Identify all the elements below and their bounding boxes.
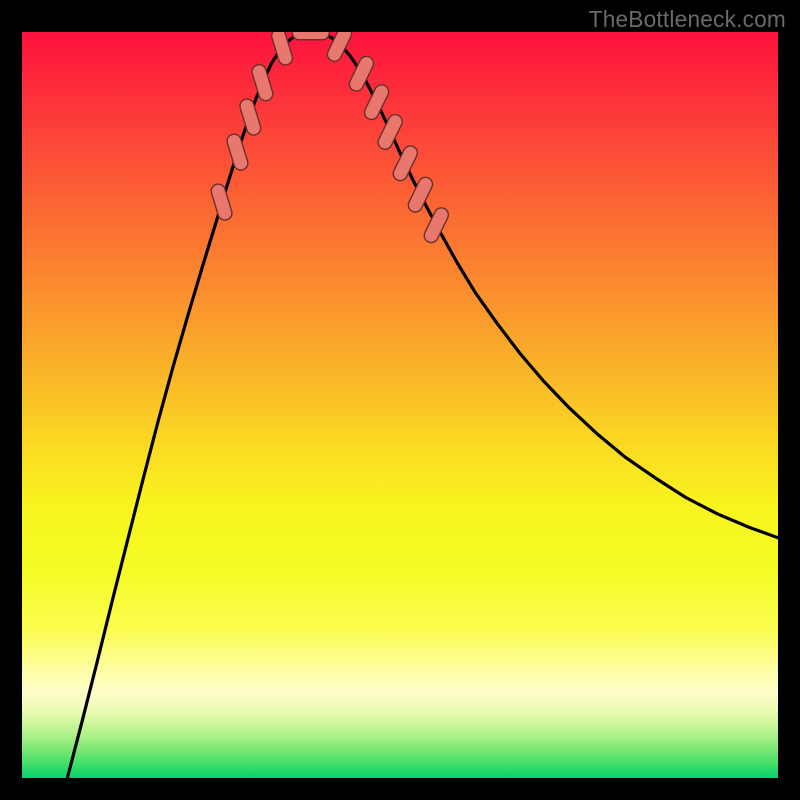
chart-stage: TheBottleneck.com xyxy=(0,0,800,800)
plot-area xyxy=(22,32,778,778)
curve-marker xyxy=(209,182,233,221)
curve-marker xyxy=(376,112,405,151)
curve-marker xyxy=(250,63,274,102)
curve-marker xyxy=(225,132,249,171)
curve-svg xyxy=(22,32,778,778)
v-curve xyxy=(67,32,778,778)
marker-layer xyxy=(209,32,450,245)
curve-marker xyxy=(391,144,420,183)
curve-marker xyxy=(406,175,435,214)
watermark-text: TheBottleneck.com xyxy=(589,6,786,33)
curve-marker xyxy=(238,97,262,136)
curve-marker xyxy=(422,206,451,245)
curve-marker xyxy=(292,32,329,40)
curve-marker xyxy=(362,82,391,121)
